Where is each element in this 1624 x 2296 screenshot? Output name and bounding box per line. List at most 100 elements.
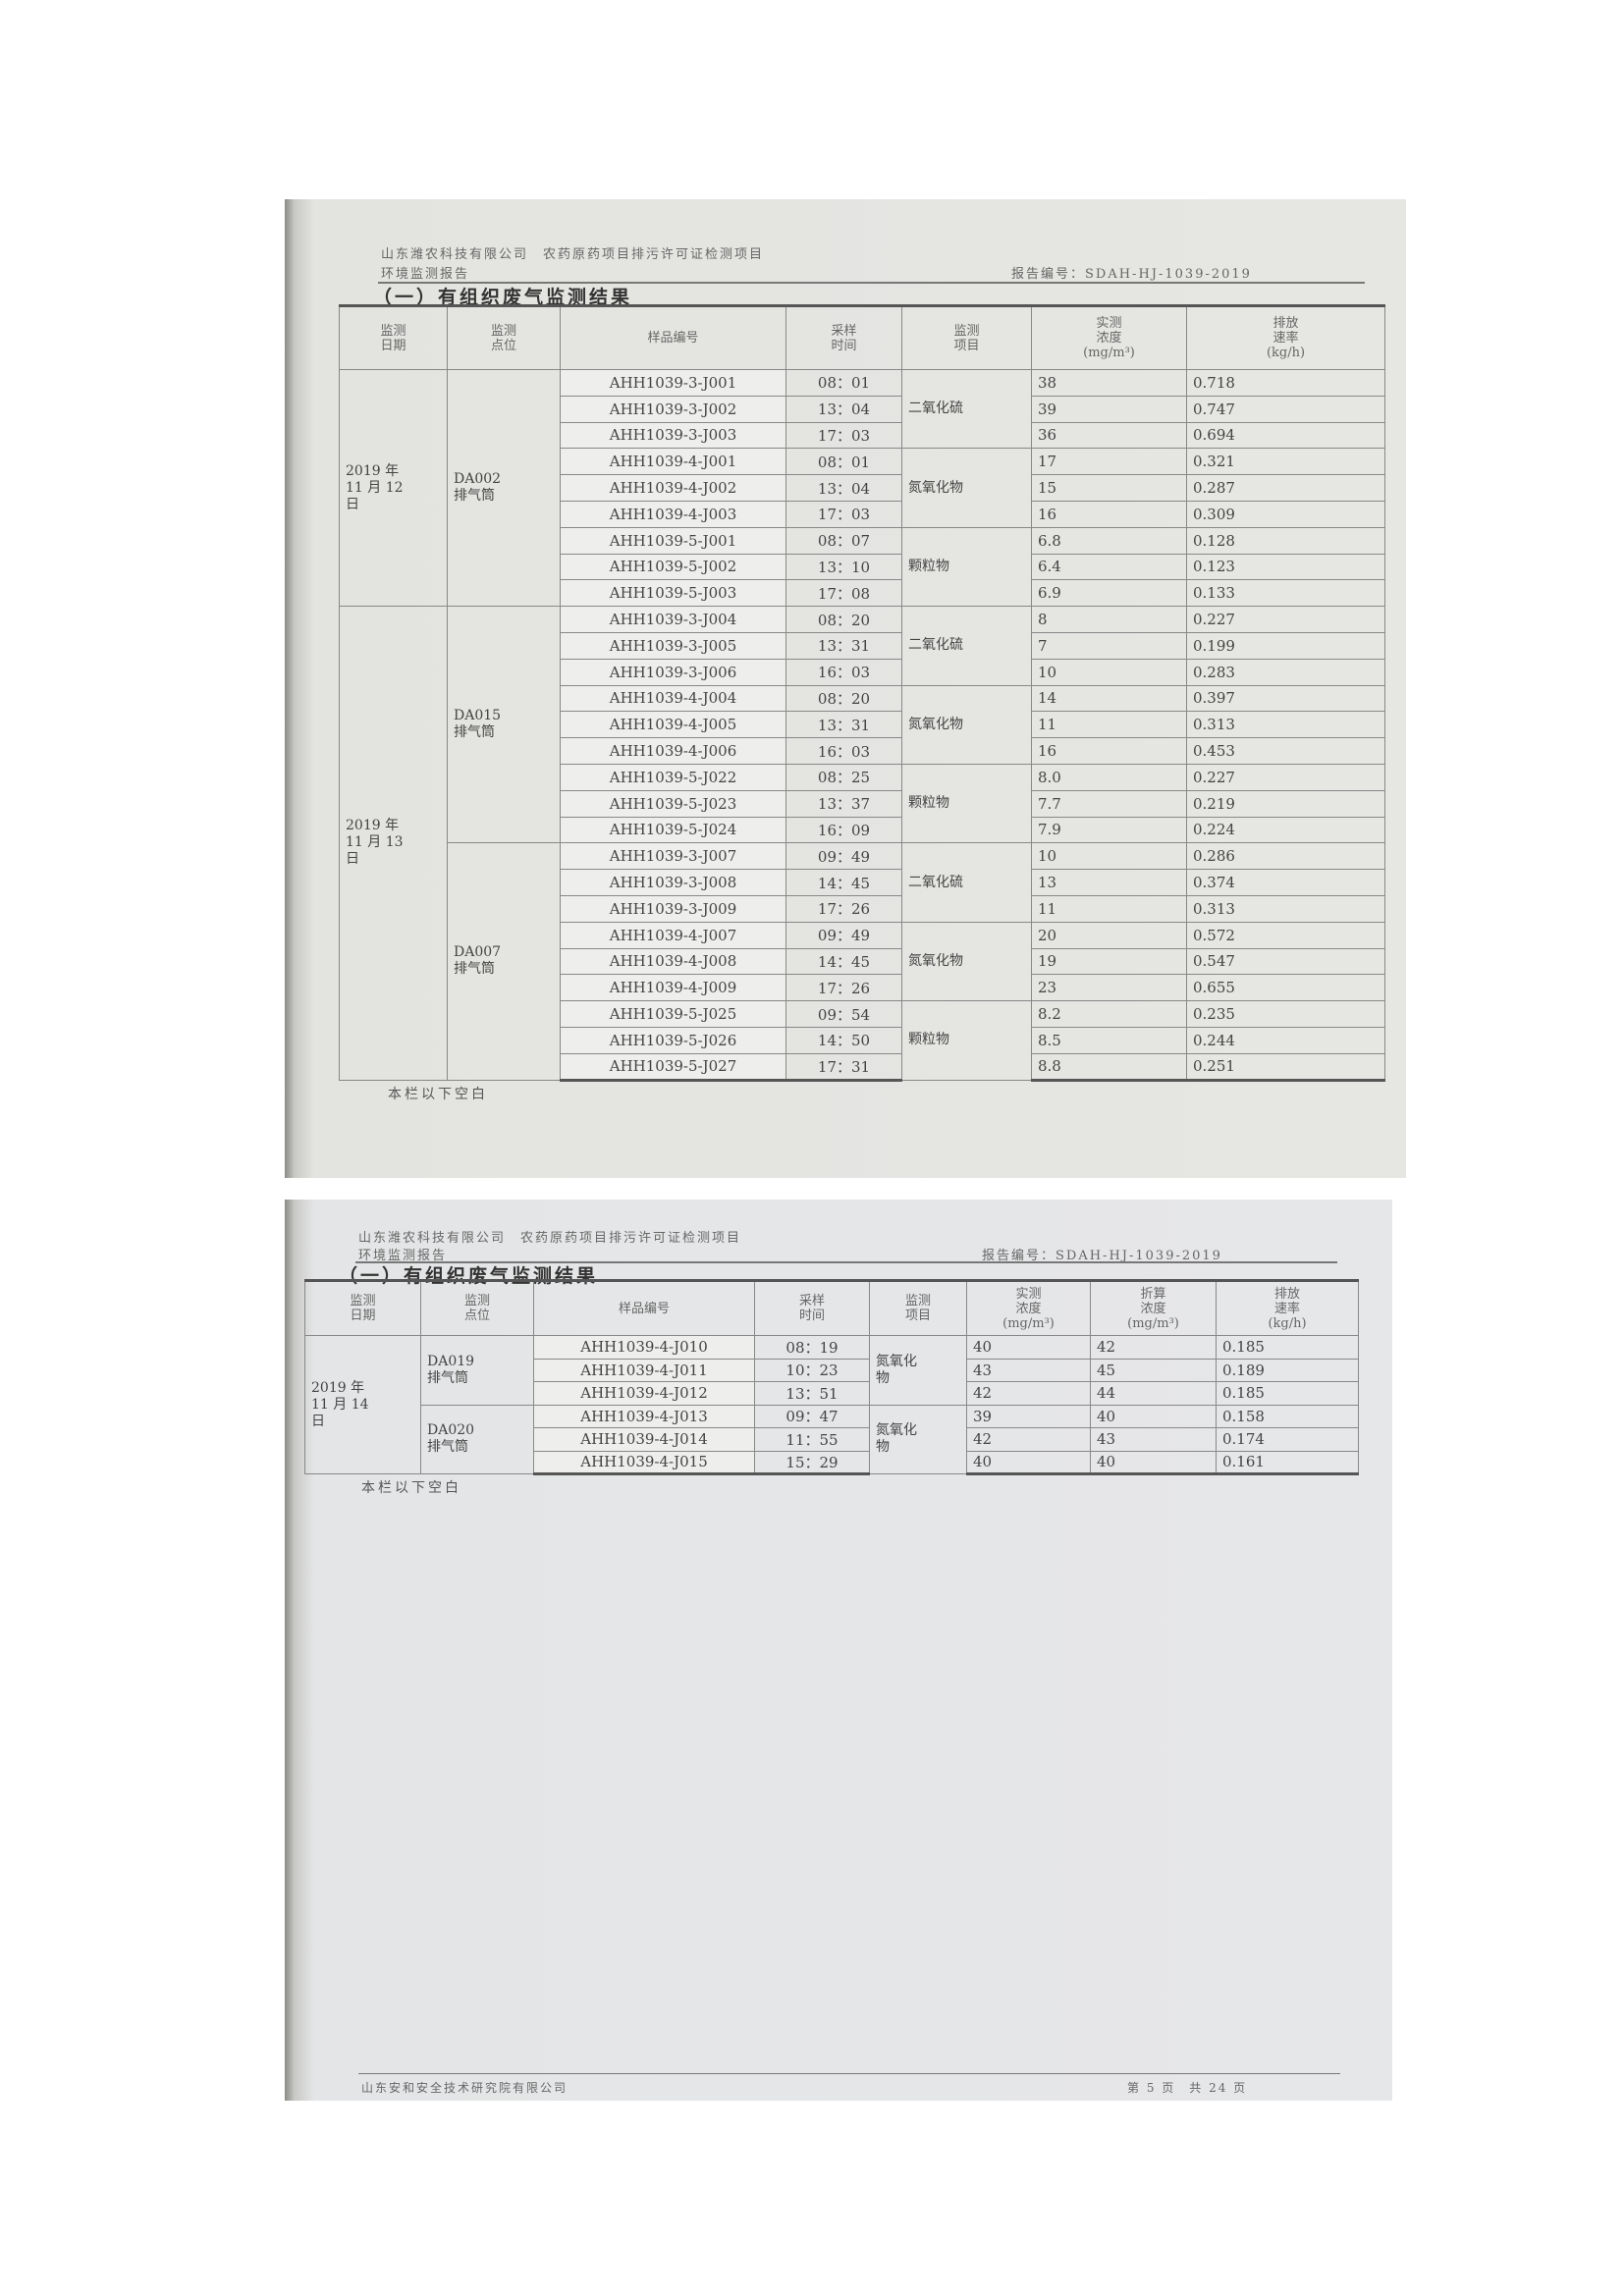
sample-id-cell: AHH1039-4-J013 — [533, 1404, 755, 1428]
emission-rate-cell: 0.283 — [1186, 658, 1385, 686]
emission-rate-cell: 0.718 — [1186, 369, 1385, 397]
monitoring-point-cell: DA019 排气筒 — [420, 1335, 534, 1406]
measured-concentration-cell: 8.5 — [1031, 1026, 1187, 1054]
measured-concentration-cell: 10 — [1031, 842, 1187, 871]
sample-time-cell: 17：03 — [785, 421, 902, 450]
sample-time-cell: 13：31 — [785, 711, 902, 739]
sample-time-cell: 14：45 — [785, 869, 902, 896]
measured-concentration-cell: 16 — [1031, 737, 1187, 765]
measured-concentration-cell: 36 — [1031, 421, 1187, 450]
sample-id-cell: AHH1039-4-J003 — [560, 500, 786, 528]
sample-time-cell: 09：49 — [785, 921, 902, 949]
monitoring-item-cell: 二氧化硫 — [901, 842, 1032, 923]
table-row: AHH1039-4-J015 15：29 40 40 0.161 — [305, 1450, 1359, 1475]
table-row: AHH1039-4-J011 10：23 43 45 0.189 — [305, 1358, 1359, 1382]
converted-concentration-cell: 45 — [1090, 1358, 1217, 1382]
emission-rate-cell: 0.158 — [1216, 1404, 1359, 1428]
monitoring-item-cell: 颗粒物 — [901, 526, 1032, 608]
emission-rate-cell: 0.199 — [1186, 631, 1385, 660]
header-company-project: 山东潍农科技有限公司 农药原药项目排污许可证检测项目 — [358, 1231, 742, 1246]
monitoring-item-cell: 二氧化硫 — [901, 606, 1032, 686]
emission-rate-cell: 0.224 — [1186, 816, 1385, 844]
emission-rate-cell: 0.174 — [1216, 1427, 1359, 1452]
column-header: 折算 浓度 (mg/m³) — [1090, 1279, 1217, 1336]
sample-time-cell: 11：55 — [754, 1427, 870, 1452]
column-header: 监测 项目 — [901, 304, 1032, 370]
sample-time-cell: 17：08 — [785, 579, 902, 608]
header-report-type: 环境监测报告 — [358, 1249, 448, 1263]
measured-concentration-cell: 19 — [1031, 947, 1187, 976]
table-row: AHH1039-3-J008 14：45 13 0.374 — [340, 869, 1385, 896]
emission-rate-cell: 0.189 — [1216, 1358, 1359, 1382]
sample-id-cell: AHH1039-5-J001 — [560, 526, 786, 555]
table-row: 2019 年 11 月 13 日 DA015 排气筒 AHH1039-3-J004 0… — [339, 606, 1385, 1081]
sample-time-cell: 08：01 — [785, 369, 902, 397]
sample-id-cell: AHH1039-4-J009 — [560, 974, 786, 1002]
emission-rate-cell: 0.397 — [1186, 684, 1385, 713]
emission-rate-cell: 0.128 — [1186, 526, 1385, 555]
sample-id-cell: AHH1039-3-J005 — [560, 631, 786, 660]
sample-id-cell: AHH1039-4-J012 — [533, 1381, 755, 1406]
table-row: DA020 排气筒 AHH1039-4-J013 09：47 氮氧化 物 39 40 0.1… — [305, 1404, 1359, 1474]
emission-rate-cell: 0.227 — [1186, 763, 1385, 791]
sample-time-cell: 08：20 — [785, 606, 902, 633]
table-row: 2019 年 11 月 12 日 DA002 排气筒 AHH1039-3-J001 0… — [339, 368, 1385, 608]
converted-concentration-cell: 40 — [1090, 1404, 1217, 1428]
sample-id-cell: AHH1039-4-J005 — [560, 711, 786, 739]
sample-id-cell: AHH1039-3-J002 — [560, 395, 786, 423]
monitoring-item-cell: 氮氧化 物 — [869, 1335, 967, 1406]
sample-time-cell: 08：20 — [785, 684, 902, 713]
table-row: AHH1039-4-J007 09：49 氮氧化物 20 0.572 — [340, 921, 1385, 1002]
header-rule — [378, 282, 1365, 284]
sample-time-cell: 09：47 — [754, 1404, 870, 1428]
monitoring-point-cell: DA020 排气筒 — [420, 1404, 534, 1474]
measured-concentration-cell: 17 — [1031, 448, 1187, 476]
sample-time-cell: 13：04 — [785, 474, 902, 502]
sample-time-cell: 13：37 — [785, 789, 902, 818]
measured-concentration-cell: 23 — [1031, 974, 1187, 1002]
measured-concentration-cell: 8.8 — [1031, 1052, 1187, 1082]
monitoring-item-cell: 二氧化硫 — [901, 368, 1032, 450]
header-report-no: 报告编号：SDAH-HJ-1039-2019 — [1011, 267, 1252, 282]
measured-concentration-cell: 42 — [966, 1381, 1091, 1406]
sample-id-cell: AHH1039-4-J001 — [560, 448, 786, 476]
sample-id-cell: AHH1039-3-J003 — [560, 421, 786, 450]
monitoring-point-cell: DA015 排气筒 — [447, 606, 561, 844]
sample-time-cell: 17：03 — [785, 500, 902, 528]
sample-time-cell: 13：04 — [785, 395, 902, 423]
emission-rate-cell: 0.313 — [1186, 894, 1385, 923]
measured-concentration-cell: 40 — [966, 1335, 1091, 1360]
column-header: 监测 点位 — [420, 1279, 534, 1336]
measured-concentration-cell: 7.7 — [1031, 789, 1187, 818]
table-row: AHH1039-4-J001 08：01 氮氧化物 17 0.321 — [340, 448, 1385, 528]
monitoring-item-cell: 颗粒物 — [901, 763, 1032, 844]
footer-institute: 山东安和安全技术研究院有限公司 — [361, 2081, 568, 2095]
measured-concentration-cell: 6.9 — [1031, 579, 1187, 608]
table-row: AHH1039-5-J003 17：08 6.9 0.133 — [340, 579, 1385, 608]
blank-note: 本栏以下空白 — [361, 1480, 461, 1496]
table-row: AHH1039-3-J006 16：03 10 0.283 — [340, 658, 1385, 686]
table-row: AHH1039-4-J008 14：45 19 0.547 — [340, 947, 1385, 976]
measured-concentration-cell: 13 — [1031, 869, 1187, 896]
column-header: 实测 浓度 (mg/m³) — [966, 1279, 1091, 1336]
measured-concentration-cell: 14 — [1031, 684, 1187, 713]
sample-time-cell: 13：10 — [785, 553, 902, 581]
table-row: AHH1039-4-J009 17：26 23 0.655 — [340, 974, 1385, 1002]
monitoring-date-cell: 2019 年 11 月 13 日 — [339, 606, 448, 1081]
converted-concentration-cell: 42 — [1090, 1335, 1217, 1360]
measured-concentration-cell: 6.4 — [1031, 553, 1187, 581]
sample-time-cell: 08：25 — [785, 763, 902, 791]
column-header: 采样 时间 — [785, 304, 902, 370]
sample-id-cell: AHH1039-3-J006 — [560, 658, 786, 686]
measured-concentration-cell: 7.9 — [1031, 816, 1187, 844]
sample-id-cell: AHH1039-5-J002 — [560, 553, 786, 581]
emission-rate-cell: 0.244 — [1186, 1026, 1385, 1054]
measured-concentration-cell: 11 — [1031, 711, 1187, 739]
measured-concentration-cell: 8 — [1031, 606, 1187, 633]
emission-rate-cell: 0.185 — [1216, 1335, 1359, 1360]
emission-rate-cell: 0.251 — [1186, 1052, 1385, 1082]
emission-rate-cell: 0.313 — [1186, 711, 1385, 739]
column-header: 样品编号 — [533, 1279, 755, 1336]
sample-time-cell: 08：01 — [785, 448, 902, 476]
emission-rate-cell: 0.235 — [1186, 1000, 1385, 1028]
